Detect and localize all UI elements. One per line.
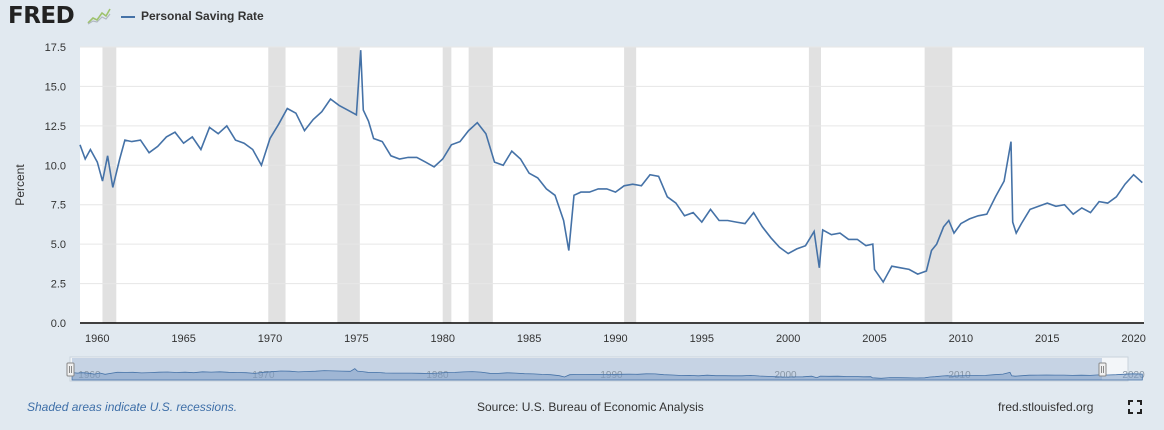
y-tick-label: 10.0: [45, 160, 66, 172]
x-tick-label: 1980: [430, 333, 454, 345]
series-line-personal-saving-rate: [79, 50, 1143, 284]
source-note: Source: U.S. Bureau of Economic Analysis: [477, 400, 704, 414]
x-tick-label: 2005: [862, 333, 886, 345]
y-axis-label: Percent: [13, 164, 27, 206]
navigator-left-handle[interactable]: [66, 362, 75, 377]
x-tick-label: 1995: [690, 333, 714, 345]
legend-label: Personal Saving Rate: [141, 9, 264, 23]
x-tick-label: 2020: [1121, 333, 1145, 345]
range-navigator[interactable]: 1960197019801990200020102020: [66, 356, 1145, 382]
recession-band-3: [442, 47, 452, 323]
recession-band-6: [808, 47, 821, 323]
legend-swatch: [121, 15, 135, 18]
x-tick-label: 1970: [258, 333, 282, 345]
x-tick-label: 2015: [1035, 333, 1059, 345]
chart-header: FRED Personal Saving Rate: [0, 0, 1164, 34]
fullscreen-icon[interactable]: [1128, 400, 1142, 414]
recession-band-4: [468, 47, 493, 323]
y-tick-label: 7.5: [51, 200, 66, 212]
x-tick-label: 1975: [344, 333, 368, 345]
recession-band-1: [268, 47, 286, 323]
x-tick-label: 2000: [776, 333, 800, 345]
recession-band-0: [102, 47, 117, 323]
x-tick-label: 2010: [949, 333, 973, 345]
recession-note: Shaded areas indicate U.S. recessions.: [27, 400, 238, 414]
navigator-right-handle[interactable]: [1098, 362, 1107, 377]
y-tick-label: 15.0: [45, 81, 66, 93]
y-axis-ticks: 0.0 2.5 5.0 7.5 10.0 12.5 15.0 17.5: [45, 42, 66, 330]
y-tick-label: 5.0: [51, 239, 66, 251]
y-tick-label: 12.5: [45, 121, 66, 133]
site-link[interactable]: fred.stlouisfed.org: [998, 400, 1094, 414]
recession-band-2: [337, 47, 360, 323]
grid-lines: [80, 46, 1144, 285]
x-axis-ticks: 1960 1965 1970 1975 1980 1985 1990 1995 2000 2005…: [85, 333, 1146, 345]
x-tick-label: 1960: [85, 333, 109, 345]
x-tick-label: 1965: [171, 333, 195, 345]
plot-area: [80, 47, 1144, 324]
recession-band-7: [924, 47, 953, 323]
x-tick-label: 1985: [517, 333, 541, 345]
fred-logo[interactable]: FRED: [8, 3, 75, 29]
legend: Personal Saving Rate: [121, 9, 264, 23]
y-tick-label: 17.5: [45, 42, 66, 54]
y-tick-label: 2.5: [51, 279, 66, 291]
y-tick-label: 0.0: [51, 318, 66, 330]
navigator-year-label: 2000: [774, 370, 797, 381]
fred-chart-mark-icon: [87, 7, 111, 25]
x-tick-label: 1990: [603, 333, 627, 345]
recession-shading: [102, 47, 953, 323]
navigator-series-line: [71, 368, 1143, 381]
